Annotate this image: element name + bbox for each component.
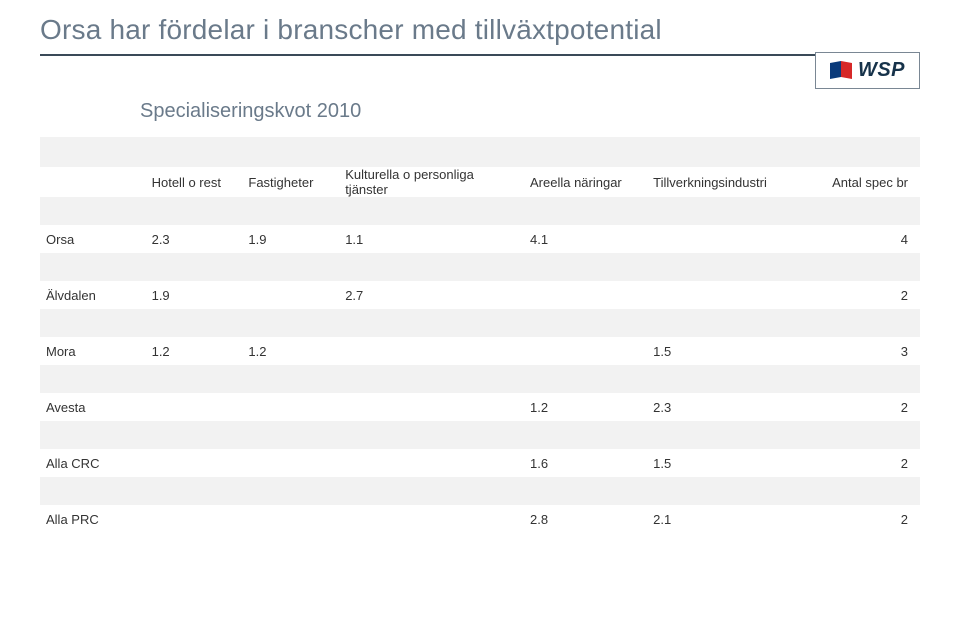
cell (242, 505, 339, 533)
cell: 2 (806, 505, 920, 533)
table-row: Alla CRC 1.6 1.5 2 (40, 449, 920, 477)
cell (242, 281, 339, 309)
cell (524, 337, 647, 365)
col-header (40, 167, 146, 197)
row-label: Avesta (40, 393, 146, 421)
table-row: Avesta 1.2 2.3 2 (40, 393, 920, 421)
logo-text: WSP (858, 59, 905, 82)
cell (146, 449, 243, 477)
cell: 1.1 (339, 225, 524, 253)
col-header: Hotell o rest (146, 167, 243, 197)
spacer-row (40, 309, 920, 337)
cell: 4 (806, 225, 920, 253)
wsp-logo: WSP (815, 52, 920, 89)
row-label: Alla CRC (40, 449, 146, 477)
cell: 1.5 (647, 337, 805, 365)
cell: 1.2 (146, 337, 243, 365)
cell: 2.8 (524, 505, 647, 533)
col-header: Tillverkningsindustri (647, 167, 805, 197)
cell: 3 (806, 337, 920, 365)
cell (339, 393, 524, 421)
cell (242, 393, 339, 421)
cell: 2.7 (339, 281, 524, 309)
flag-icon (830, 61, 852, 81)
cell: 4.1 (524, 225, 647, 253)
cell (339, 337, 524, 365)
header-row: Hotell o rest Fastigheter Kulturella o p… (40, 167, 920, 197)
page-title: Orsa har fördelar i branscher med tillvä… (40, 14, 920, 46)
row-label: Älvdalen (40, 281, 146, 309)
subtitle: Specialiseringskvot 2010 (140, 100, 920, 123)
cell: 2.3 (647, 393, 805, 421)
row-label: Orsa (40, 225, 146, 253)
col-header: Fastigheter (242, 167, 339, 197)
cell (146, 393, 243, 421)
cell: 1.6 (524, 449, 647, 477)
cell: 1.2 (524, 393, 647, 421)
spacer-row (40, 421, 920, 449)
spacer-row (40, 477, 920, 505)
cell (146, 505, 243, 533)
cell: 2.1 (647, 505, 805, 533)
cell: 1.2 (242, 337, 339, 365)
header-row-top (40, 137, 920, 167)
cell: 2.3 (146, 225, 243, 253)
cell: 2 (806, 393, 920, 421)
table-row: Älvdalen 1.9 2.7 2 (40, 281, 920, 309)
col-header: Kulturella o personliga tjänster (339, 167, 524, 197)
cell: 1.9 (242, 225, 339, 253)
cell (242, 449, 339, 477)
cell (339, 449, 524, 477)
spacer-row (40, 253, 920, 281)
cell (647, 225, 805, 253)
slide-page: Orsa har fördelar i branscher med tillvä… (0, 0, 960, 641)
col-header: Areella näringar (524, 167, 647, 197)
cell (339, 505, 524, 533)
row-label: Mora (40, 337, 146, 365)
spacer-row (40, 197, 920, 225)
cell (647, 281, 805, 309)
cell: 2 (806, 449, 920, 477)
cell: 2 (806, 281, 920, 309)
title-underline (40, 54, 920, 56)
table-row: Alla PRC 2.8 2.1 2 (40, 505, 920, 533)
row-label: Alla PRC (40, 505, 146, 533)
table-row: Orsa 2.3 1.9 1.1 4.1 4 (40, 225, 920, 253)
cell: 1.9 (146, 281, 243, 309)
col-header: Antal spec br (806, 167, 920, 197)
spacer-row (40, 365, 920, 393)
cell: 1.5 (647, 449, 805, 477)
data-table: Hotell o rest Fastigheter Kulturella o p… (40, 137, 920, 533)
table-row: Mora 1.2 1.2 1.5 3 (40, 337, 920, 365)
cell (524, 281, 647, 309)
